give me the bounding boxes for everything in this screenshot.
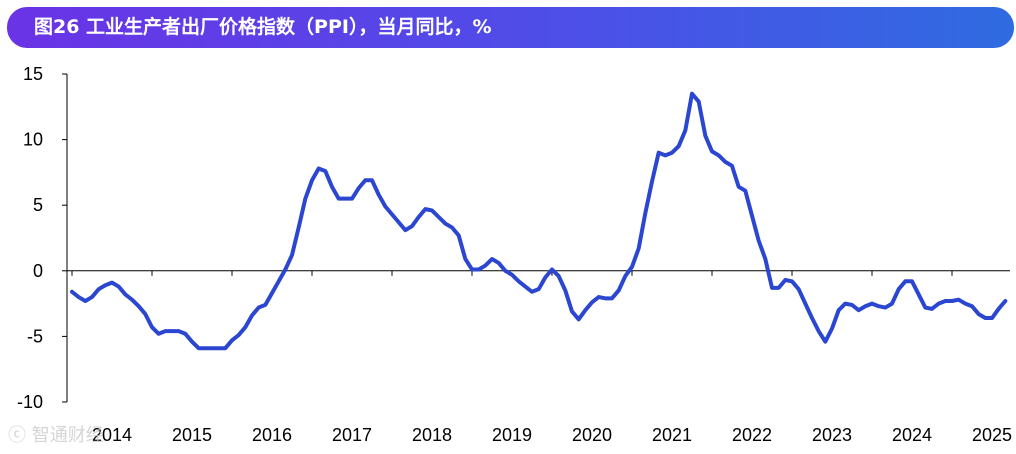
y-tick-label: 10: [23, 130, 43, 150]
y-axis: 15 10 5 0 -5 -10: [17, 64, 68, 412]
y-tick-label: 15: [23, 64, 43, 84]
y-tick-label: 0: [33, 261, 43, 281]
ppi-series-line: [70, 91, 1008, 351]
x-tick-label: 2017: [332, 425, 372, 445]
watermark-logo: ⓒ 智通财经: [8, 425, 104, 446]
x-tick-label: 2021: [652, 425, 692, 445]
series-group: [70, 91, 1008, 351]
x-tick-label: 2025: [972, 425, 1012, 445]
y-tick-label: -10: [17, 392, 43, 412]
x-tick-label: 2018: [412, 425, 452, 445]
y-tick-label: -5: [27, 326, 43, 346]
x-tick-label: 2024: [892, 425, 932, 445]
x-tick-label: 2015: [172, 425, 212, 445]
x-tick-label: 2016: [252, 425, 292, 445]
title-bar: 图26 工业生产者出厂价格指数（PPI），当月同比，%: [7, 7, 1014, 48]
x-tick-label: 2014: [92, 425, 132, 445]
x-tick-label: 2022: [732, 425, 772, 445]
x-axis: 2014 2015 2016 2017 2018 2019 2020 2021 2022 2023…: [67, 270, 1012, 445]
x-tick-label: 2019: [492, 425, 532, 445]
y-tick-label: 5: [33, 195, 43, 215]
x-tick-label: 2020: [572, 425, 612, 445]
x-tick-label: 2023: [812, 425, 852, 445]
chart-title: 图26 工业生产者出厂价格指数（PPI），当月同比，%: [34, 16, 492, 38]
